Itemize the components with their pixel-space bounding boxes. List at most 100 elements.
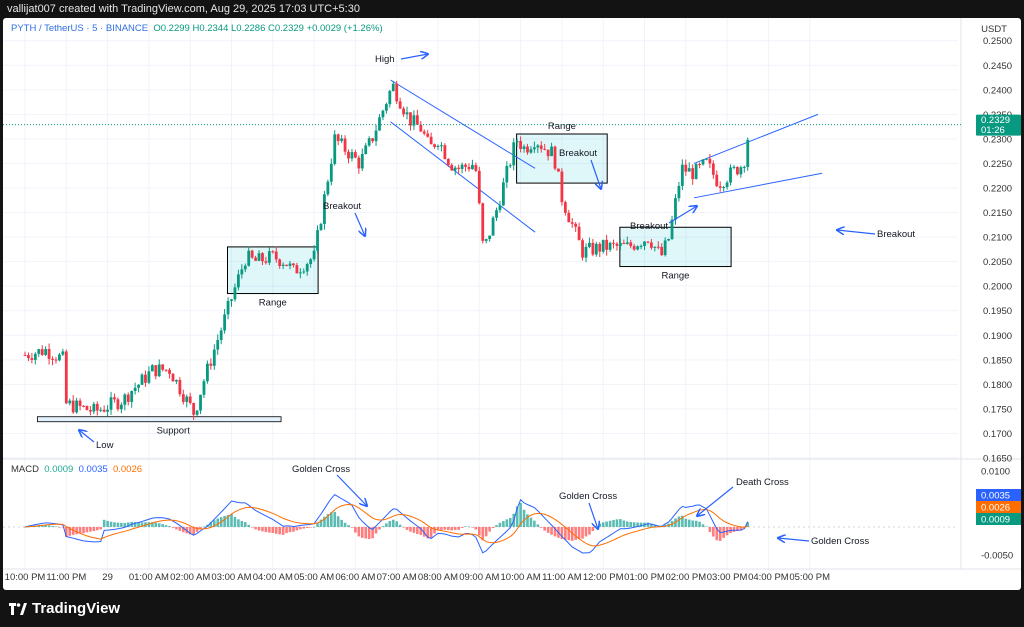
macd-histogram-bar [333, 511, 337, 527]
candle-body [82, 405, 85, 407]
candle-body [471, 164, 474, 170]
macd-histogram-bar [95, 526, 99, 531]
macd-histogram-bar [312, 526, 316, 528]
candle-body [92, 403, 96, 412]
candle-body [175, 379, 178, 382]
candle-body [729, 167, 732, 183]
macd-histogram-bar [591, 526, 595, 532]
macd-histogram-bar [388, 520, 392, 527]
candle-body [212, 349, 216, 366]
candle-body [374, 130, 378, 142]
time-axis[interactable]: 10:00 PM 11:00 PM 29 01:00 AM 02:00 AM 03:00 … [5, 572, 830, 583]
candle-body [429, 136, 433, 145]
macd-histogram-bar [385, 523, 388, 527]
candle-body [398, 101, 402, 109]
candle-body [133, 387, 137, 392]
candle-body [78, 400, 82, 406]
candle-body [598, 243, 602, 252]
macd-histogram-bar [295, 526, 299, 531]
candle-body [27, 355, 30, 359]
macd-histogram-bar [102, 519, 106, 527]
macd-histogram-bar [708, 526, 712, 532]
price-tick-label: 0.2250 [983, 159, 1012, 170]
candle-body [154, 365, 158, 377]
time-tick-label: 02:00 AM [170, 572, 210, 583]
candle-body [236, 274, 240, 288]
macd-histogram-bar [278, 526, 281, 535]
macd-histogram-bar [85, 526, 89, 533]
macd-histogram-bar [526, 514, 529, 527]
candle-body [64, 351, 68, 404]
macd-histogram-bar [182, 526, 185, 533]
macd-histogram-bar [443, 526, 447, 530]
candle-body [388, 91, 392, 105]
time-tick-label: 07:00 AM [377, 572, 417, 583]
chart-canvas[interactable]: Range Range Range Support High Low Breakout Br… [3, 18, 1021, 590]
candle-body [37, 349, 41, 354]
candle-body [137, 384, 140, 388]
price-tick-label: 0.1950 [983, 306, 1012, 317]
candle-body [505, 165, 509, 183]
candle-body [264, 261, 268, 263]
macd-line [24, 494, 749, 554]
candle-body [667, 238, 670, 241]
tradingview-footer[interactable]: TradingView [9, 598, 120, 618]
price-tick-label: 0.2100 [983, 233, 1012, 244]
macd-histogram-bar [330, 512, 333, 527]
golden-cross-label-3: Golden Cross [811, 536, 869, 547]
range-label: Range [259, 298, 287, 309]
macd-histogram-bar [498, 522, 502, 527]
price-axis[interactable]: 0.25000.24500.24000.23500.23000.22500.22… [976, 36, 1021, 465]
candle-body [278, 259, 282, 266]
candle-body [147, 371, 151, 383]
candle-body [99, 409, 103, 411]
death-cross-label-arrow [697, 486, 734, 516]
candle-body [639, 245, 643, 247]
macd-badge [976, 501, 1021, 513]
range-boxes: Range Range Range Support [36, 121, 732, 437]
symbol-name[interactable]: PYTH / TetherUS · 5 · BINANCE [11, 23, 149, 34]
macd-histogram-bar [639, 522, 643, 527]
macd-histogram-bar [326, 514, 330, 527]
candle-body [164, 369, 168, 371]
candle-body [446, 158, 450, 165]
candle-body [150, 365, 154, 372]
macd-histogram-bar [409, 526, 412, 532]
candle-body [123, 394, 127, 405]
candle-body [718, 186, 722, 188]
candle-body [257, 253, 261, 261]
candle-body [405, 112, 409, 115]
candle-body [605, 239, 609, 250]
symbol-legend[interactable]: PYTH / TetherUS · 5 · BINANCE O0.2299 H0… [11, 23, 383, 34]
candle-body [584, 246, 588, 258]
candle-body [281, 264, 285, 266]
candle-body [529, 149, 533, 153]
macd-histogram-bar [460, 526, 464, 528]
candle-body [450, 164, 454, 171]
candle-body [30, 358, 34, 360]
trend-line [693, 113, 819, 164]
macd-histogram-bar [712, 526, 715, 537]
macd-histogram-bar [212, 520, 216, 527]
brand-name: TradingView [32, 599, 121, 617]
currency-label: USDT [981, 24, 1007, 35]
chart-panel[interactable]: Range Range Range Support High Low Breakout Br… [3, 18, 1021, 590]
time-tick-label: 03:00 AM [211, 572, 251, 583]
macd-badge-value: 0.0035 [981, 491, 1010, 502]
macd-legend[interactable]: MACD 0.0009 0.0035 0.0026 [11, 464, 142, 475]
trend-line [390, 121, 536, 233]
ohlc-values: O0.2299 H0.2344 L0.2286 C0.2329 +0.0029 … [153, 23, 383, 34]
price-tick-label: 0.2150 [983, 208, 1012, 219]
candle-body [725, 182, 729, 188]
candle-body [206, 363, 209, 382]
candle-body [612, 242, 615, 244]
candle-body [663, 240, 667, 256]
candle-body [636, 246, 640, 250]
macd-name[interactable]: MACD [11, 464, 39, 475]
candle-body [550, 146, 553, 157]
candle-body [674, 198, 677, 220]
last-price-value: 0.2329 [981, 115, 1010, 126]
candle-body [687, 168, 691, 172]
